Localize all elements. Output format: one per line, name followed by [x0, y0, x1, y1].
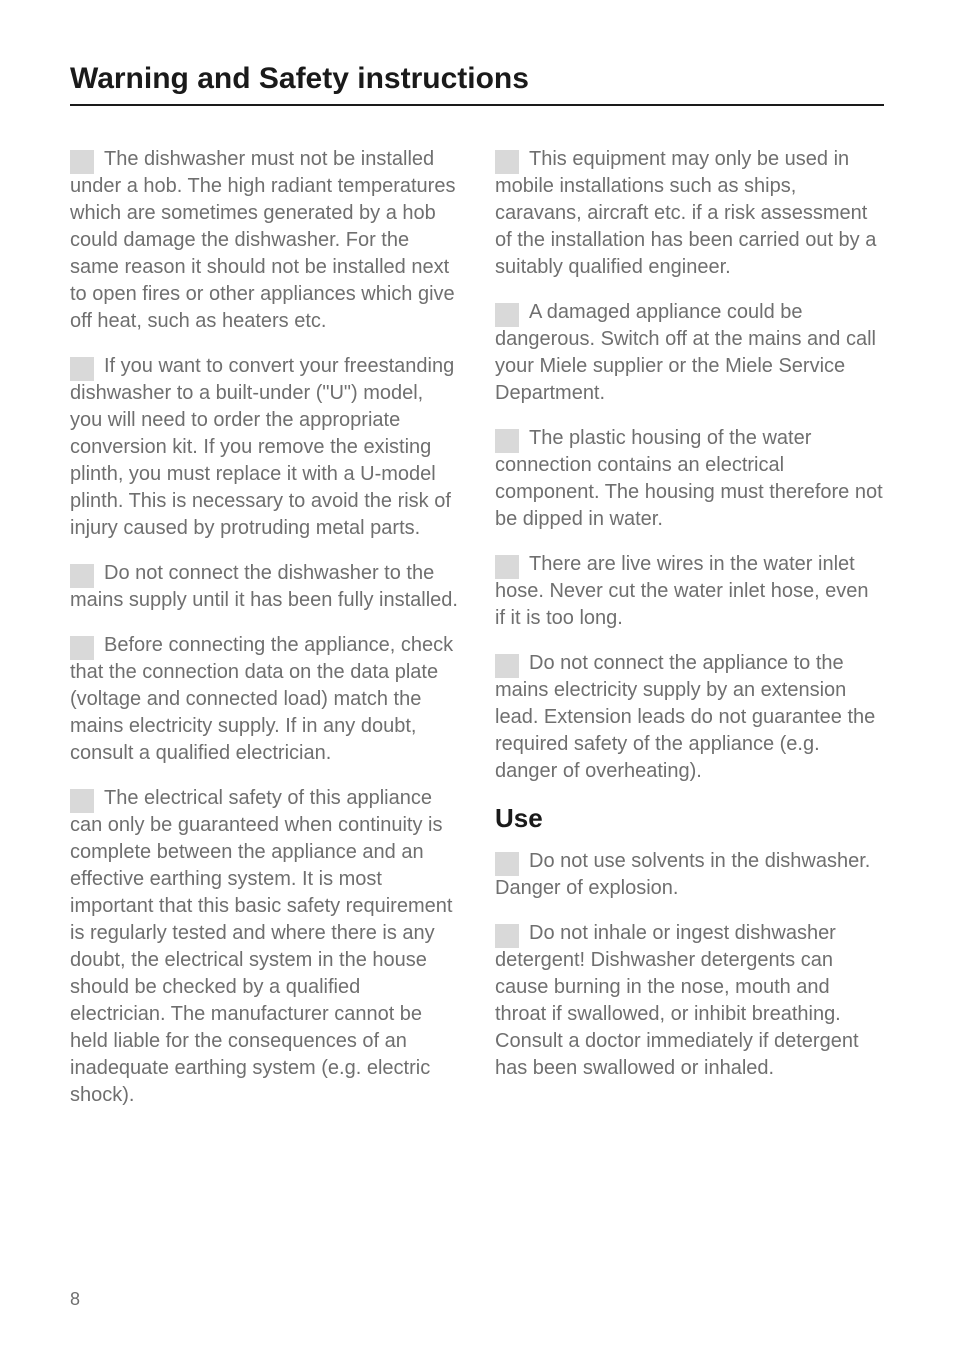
bullet-icon [495, 555, 519, 579]
left-column: The dishwasher must not be installed und… [70, 146, 459, 1127]
bullet-icon [495, 303, 519, 327]
warning-para: The dishwasher must not be installed und… [70, 146, 459, 335]
bullet-icon [70, 636, 94, 660]
para-text: This equipment may only be used in mobil… [495, 148, 876, 278]
para-text: Do not connect the dishwasher to the mai… [70, 562, 458, 611]
bullet-icon [70, 150, 94, 174]
bullet-icon [70, 357, 94, 381]
para-text: Do not inhale or ingest dishwasher deter… [495, 922, 859, 1079]
warning-para: A damaged appliance could be dangerous. … [495, 299, 884, 407]
para-text: If you want to convert your freestanding… [70, 355, 454, 539]
warning-para: Do not use solvents in the dishwasher. D… [495, 848, 884, 902]
warning-para: There are live wires in the water inlet … [495, 551, 884, 632]
content-columns: The dishwasher must not be installed und… [70, 146, 884, 1127]
para-text: Do not connect the appliance to the main… [495, 652, 875, 782]
warning-para: Do not connect the dishwasher to the mai… [70, 560, 459, 614]
page-number: 8 [70, 1289, 80, 1310]
warning-para: If you want to convert your freestanding… [70, 353, 459, 542]
warning-para: The plastic housing of the water connect… [495, 425, 884, 533]
section-subhead-use: Use [495, 803, 884, 834]
warning-para: This equipment may only be used in mobil… [495, 146, 884, 281]
para-text: There are live wires in the water inlet … [495, 553, 869, 629]
warning-para: Do not connect the appliance to the main… [495, 650, 884, 785]
para-text: A damaged appliance could be dangerous. … [495, 301, 876, 404]
bullet-icon [495, 924, 519, 948]
bullet-icon [495, 150, 519, 174]
para-text: The electrical safety of this appliance … [70, 787, 452, 1106]
title-rule [70, 104, 884, 106]
warning-para: Before connecting the appliance, check t… [70, 632, 459, 767]
para-text: The plastic housing of the water connect… [495, 427, 883, 530]
para-text: The dishwasher must not be installed und… [70, 148, 455, 332]
bullet-icon [495, 852, 519, 876]
para-text: Do not use solvents in the dishwasher. D… [495, 850, 870, 899]
page-title: Warning and Safety instructions [70, 62, 884, 96]
bullet-icon [70, 789, 94, 813]
bullet-icon [70, 564, 94, 588]
right-column: This equipment may only be used in mobil… [495, 146, 884, 1127]
bullet-icon [495, 654, 519, 678]
warning-para: The electrical safety of this appliance … [70, 785, 459, 1109]
warning-para: Do not inhale or ingest dishwasher deter… [495, 920, 884, 1082]
para-text: Before connecting the appliance, check t… [70, 634, 453, 764]
bullet-icon [495, 429, 519, 453]
